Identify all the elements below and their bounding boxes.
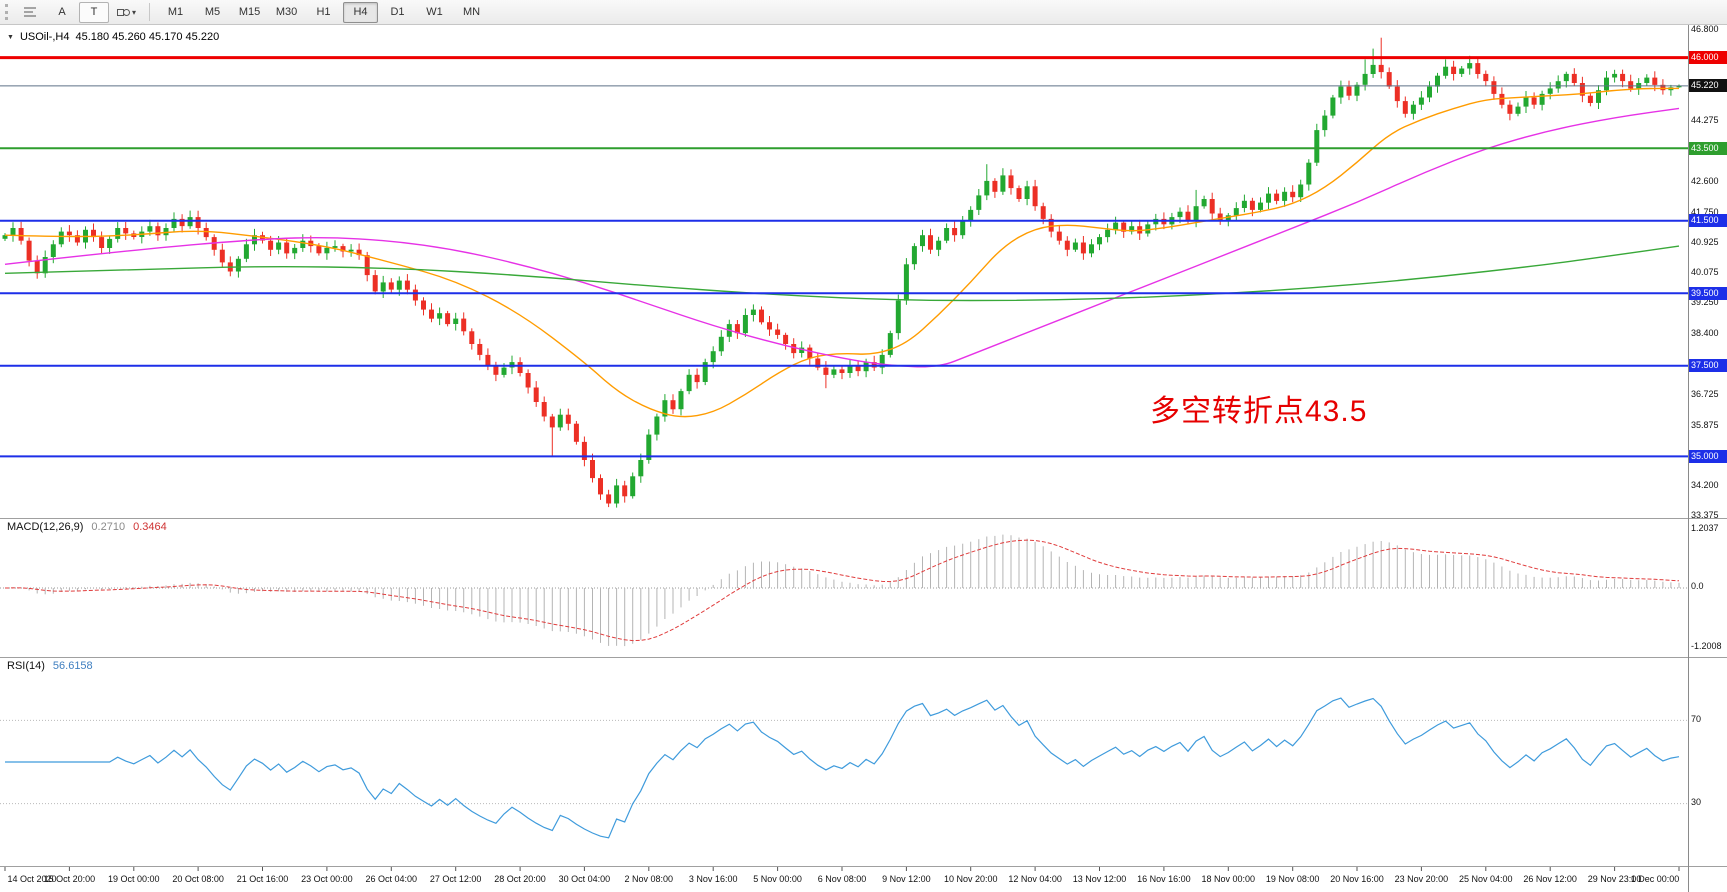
timeframe-h4-button[interactable]: H4: [343, 1, 379, 23]
dropdown-caret-icon: ▾: [132, 7, 137, 17]
timeframe-mn-button[interactable]: MN: [462, 6, 481, 18]
timeframe-m5-button[interactable]: M5: [204, 6, 221, 18]
timeframe-m1-button[interactable]: M1: [167, 6, 184, 18]
timeframe-m30-button[interactable]: M30: [275, 6, 298, 18]
shapes-tool-button[interactable]: ▾: [111, 2, 141, 23]
rsi-header: RSI(14) 56.6158: [7, 660, 93, 672]
timeframe-m15-button[interactable]: M15: [238, 6, 261, 18]
macd-header: MACD(12,26,9) 0.2710 0.3464: [7, 521, 167, 533]
rsi-level-70-label: 70: [1691, 714, 1702, 724]
timeframe-h1-button[interactable]: H1: [316, 6, 331, 18]
lines-tool-button[interactable]: [15, 2, 45, 23]
macd-signal-value: 0.3464: [133, 521, 167, 533]
symbol-timeframe-label: USOil-,H4: [19, 31, 70, 43]
rsi-level-30-label: 30: [1691, 797, 1702, 807]
timeframe-w1-button[interactable]: W1: [426, 6, 443, 18]
macd-axis-zero: 0.0: [1691, 581, 1704, 591]
lines-icon: [24, 7, 36, 17]
macd-label: MACD(12,26,9): [7, 521, 84, 533]
toolbar-separator: [149, 3, 151, 21]
macd-axis-max: 1.2037: [1691, 523, 1719, 533]
rsi-label: RSI(14): [7, 660, 45, 672]
rsi-value: 56.6158: [52, 660, 93, 672]
macd-axis-min: -1.2008: [1691, 641, 1722, 651]
ohlc-readout: 45.180 45.260 45.170 45.220: [75, 31, 220, 43]
symbol-dropdown-icon[interactable]: ▼: [7, 33, 14, 41]
annotation-text: 多空转折点43.5: [1150, 395, 1368, 428]
toolbar-grip-handle[interactable]: [5, 4, 8, 20]
toolbar: A T ▾ M1 M5 M15 M30 H1 H4 D1 W1 MN: [0, 0, 1727, 25]
text-tool-button[interactable]: A: [58, 6, 66, 18]
chart-title: ▼ USOil-,H4 45.180 45.260 45.170 45.220: [7, 31, 219, 43]
timeframe-d1-button[interactable]: D1: [390, 6, 405, 18]
text-label-tool-button[interactable]: T: [79, 1, 109, 23]
shapes-icon: [117, 9, 130, 16]
macd-main-value: 0.2710: [91, 521, 126, 533]
